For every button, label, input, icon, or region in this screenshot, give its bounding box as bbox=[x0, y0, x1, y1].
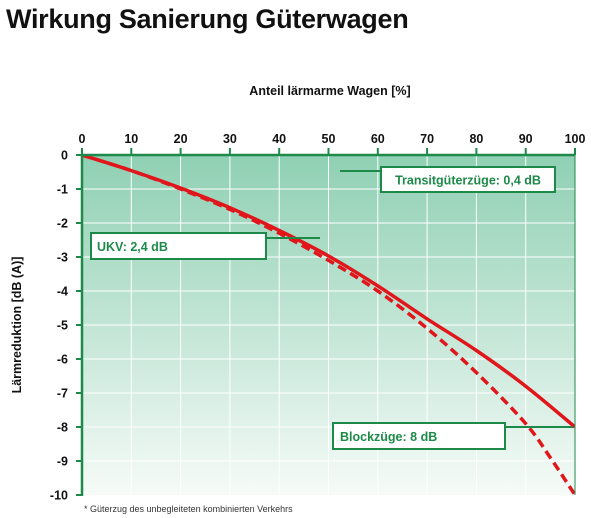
y-axis-label: Lärmreduktion [dB (A)] bbox=[10, 257, 24, 394]
x-tick-label: 0 bbox=[79, 132, 86, 146]
axes bbox=[76, 148, 576, 496]
y-tick-label: -10 bbox=[50, 489, 68, 503]
x-tick-label: 60 bbox=[371, 132, 385, 146]
tick-labels: 0 10 20 30 40 50 60 70 80 90 100 0 -1 -2 -3 -4 -5 -6 -7 -8 -… bbox=[50, 132, 586, 503]
annotation-block-label: Blockzüge: 8 dB bbox=[340, 430, 437, 444]
x-tick-label: 40 bbox=[272, 132, 286, 146]
y-tick-label: -1 bbox=[57, 183, 68, 197]
x-tick-label: 70 bbox=[420, 132, 434, 146]
y-tick-label: -6 bbox=[57, 353, 68, 367]
x-tick-label: 20 bbox=[174, 132, 188, 146]
x-tick-label: 90 bbox=[519, 132, 533, 146]
x-tick-label: 10 bbox=[124, 132, 138, 146]
annotation-ukv: UKV: 2,4 dB bbox=[90, 232, 320, 260]
y-tick-label: -9 bbox=[57, 455, 68, 469]
page-title: Wirkung Sanierung Güterwagen bbox=[6, 4, 409, 34]
y-tick-label: 0 bbox=[61, 149, 68, 163]
x-tick-label: 30 bbox=[223, 132, 237, 146]
series-line-dashed bbox=[82, 155, 575, 495]
x-tick-label: 80 bbox=[469, 132, 483, 146]
x-tick-label: 50 bbox=[322, 132, 336, 146]
y-tick-label: -2 bbox=[57, 217, 68, 231]
y-tick-label: -5 bbox=[57, 319, 68, 333]
x-tick-label: 100 bbox=[565, 132, 586, 146]
x-axis-label: Anteil lärmarme Wagen [%] bbox=[249, 84, 410, 98]
annotation-transit-label: Transitgüterzüge: 0,4 dB bbox=[395, 174, 541, 188]
y-tick-label: -8 bbox=[57, 421, 68, 435]
curves bbox=[82, 155, 575, 495]
y-tick-label: -7 bbox=[57, 387, 68, 401]
y-tick-label: -3 bbox=[57, 251, 68, 265]
annotation-ukv-label: UKV: 2,4 dB bbox=[97, 240, 168, 254]
annotation-block: Blockzüge: 8 dB bbox=[332, 422, 573, 450]
annotation-transit: Transitgüterzüge: 0,4 dB bbox=[340, 166, 556, 193]
footnote: * Güterzug des unbegleiteten kombinierte… bbox=[84, 504, 293, 514]
y-tick-label: -4 bbox=[57, 285, 68, 299]
